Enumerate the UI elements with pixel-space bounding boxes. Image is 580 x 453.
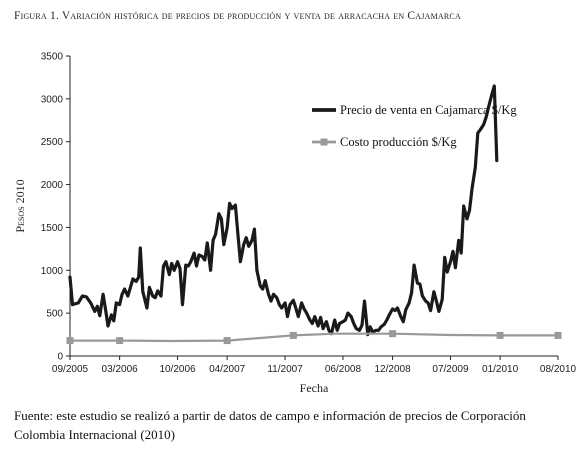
- y-tick-label: 2500: [41, 137, 64, 148]
- x-tick-label: 01/2010: [482, 364, 519, 375]
- y-tick-label: 3000: [41, 94, 64, 105]
- x-tick-label: 10/2006: [159, 364, 196, 375]
- legend-item-series-precio-venta: Precio de venta en Cajamarca $/Kg: [312, 103, 517, 117]
- y-tick-label: 1500: [41, 223, 64, 234]
- series-costo-produccion-marker: [116, 337, 124, 345]
- series-costo-produccion-marker: [389, 330, 397, 338]
- x-tick-label: 12/2008: [374, 364, 411, 375]
- x-tick-label: 08/2010: [540, 364, 577, 375]
- y-tick-label: 2000: [41, 180, 64, 191]
- series-costo-produccion-marker: [496, 331, 504, 339]
- series-costo-produccion-marker: [223, 337, 231, 345]
- series-precio-venta-line: [68, 84, 499, 337]
- x-axis-label: Fecha: [300, 381, 329, 395]
- y-axis-label: Pesos 2010: [13, 179, 27, 232]
- x-tick-label: 06/2008: [325, 364, 362, 375]
- x-tick-label: 11/2007: [267, 364, 303, 375]
- y-tick-label: 0: [57, 352, 63, 363]
- legend-item-series-costo-produccion: Costo producción $/Kg: [312, 135, 457, 149]
- legend-label: Costo producción $/Kg: [340, 135, 457, 149]
- series-costo-produccion-marker: [554, 331, 562, 339]
- x-tick-label: 07/2009: [432, 364, 469, 375]
- figure-title: Figura 1. Variación histórica de precios…: [14, 10, 461, 22]
- series-costo-produccion-marker: [289, 331, 297, 339]
- x-axis: 09/2005 03/2006 10/2006 04/2007 11/2007 06/20…: [52, 355, 577, 375]
- x-tick-label: 09/2005: [52, 364, 89, 375]
- source-footnote: Fuente: este estudio se realizó a partir…: [14, 408, 526, 442]
- y-tick-label: 500: [46, 309, 63, 320]
- x-tick-label: 03/2006: [102, 364, 139, 375]
- series-costo-produccion-marker: [66, 337, 74, 345]
- legend-label: Precio de venta en Cajamarca $/Kg: [340, 103, 517, 117]
- y-tick-label: 3500: [41, 52, 64, 63]
- y-tick-label: 1000: [41, 266, 64, 277]
- x-tick-label: 04/2007: [209, 364, 246, 375]
- series-costo-produccion-line: [68, 332, 560, 343]
- legend-swatch-marker: [320, 138, 328, 146]
- series-group: [66, 84, 562, 345]
- legend: Precio de venta en Cajamarca $/Kg Costo p…: [312, 103, 517, 149]
- line-chart: 0 500 1000 1500 2000 2500 3000 3500 09/2005 03/2…: [13, 52, 577, 396]
- y-axis: 0 500 1000 1500 2000 2500 3000 3500: [41, 52, 71, 363]
